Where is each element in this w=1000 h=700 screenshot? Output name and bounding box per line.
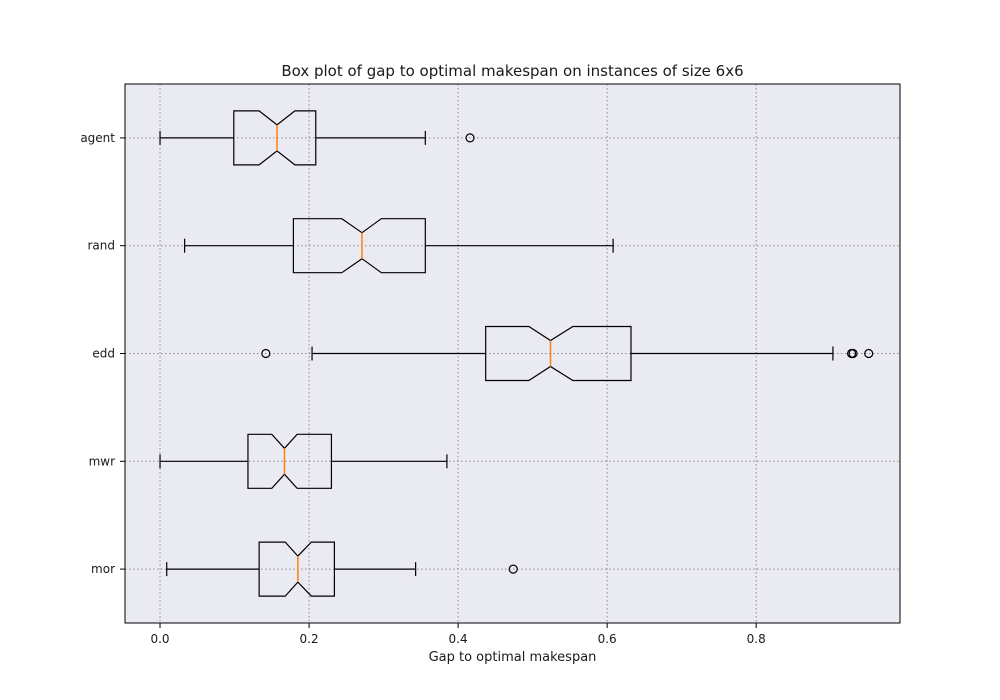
y-tick-label: edd <box>92 347 115 361</box>
x-tick-label: 0.2 <box>300 632 319 646</box>
notched-box <box>233 110 317 166</box>
outlier-point <box>864 348 874 359</box>
box-edd <box>261 325 874 382</box>
x-tick-label: 0.8 <box>747 632 766 646</box>
x-tick-label: 0.4 <box>449 632 468 646</box>
outlier-point <box>261 348 271 359</box>
box-mor <box>166 541 518 597</box>
notched-box <box>292 218 426 274</box>
box-mwr <box>159 433 448 489</box>
x-tick-label: 0.0 <box>150 632 169 646</box>
box-rand <box>184 218 614 274</box>
x-axis-label: Gap to optimal makespan <box>429 650 597 665</box>
y-tick-label: rand <box>87 239 115 253</box>
box-agent <box>159 110 475 166</box>
y-tick-label: agent <box>80 131 115 145</box>
outlier-point <box>508 564 518 574</box>
outlier-point <box>848 348 858 359</box>
x-tick-label: 0.6 <box>598 632 617 646</box>
notched-box <box>485 325 632 382</box>
box-elements <box>159 110 874 597</box>
notched-box <box>247 433 333 489</box>
outlier-point <box>465 133 475 143</box>
y-tick-label: mwr <box>89 454 116 468</box>
notched-box <box>258 541 335 597</box>
axis-ticks: 0.0 0.2 0.4 0.6 0.8 agent rand edd mwr mor <box>80 131 765 646</box>
y-tick-label: mor <box>91 562 115 576</box>
chart-title: Box plot of gap to optimal makespan on i… <box>281 62 743 80</box>
